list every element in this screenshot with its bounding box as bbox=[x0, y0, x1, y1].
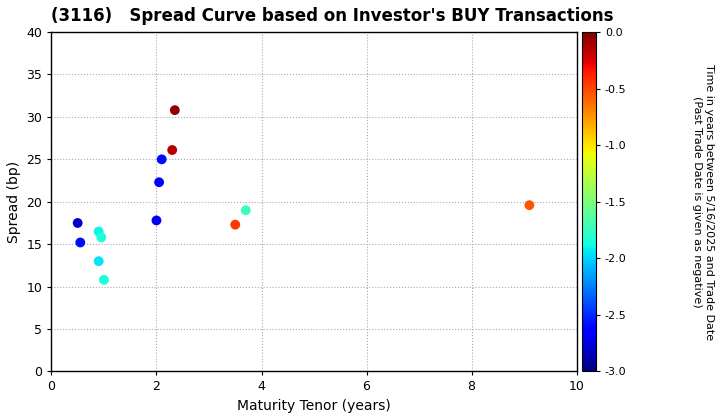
X-axis label: Maturity Tenor (years): Maturity Tenor (years) bbox=[237, 399, 391, 413]
Point bbox=[93, 228, 104, 235]
Point bbox=[150, 217, 162, 224]
Point bbox=[93, 258, 104, 265]
Point bbox=[169, 107, 181, 113]
Y-axis label: Spread (bp): Spread (bp) bbox=[7, 161, 21, 243]
Point bbox=[72, 220, 84, 226]
Point bbox=[156, 156, 168, 163]
Point bbox=[153, 179, 165, 186]
Point bbox=[166, 147, 178, 153]
Point bbox=[98, 276, 109, 283]
Text: (3116)   Spread Curve based on Investor's BUY Transactions: (3116) Spread Curve based on Investor's … bbox=[51, 7, 614, 25]
Y-axis label: Time in years between 5/16/2025 and Trade Date
(Past Trade Date is given as nega: Time in years between 5/16/2025 and Trad… bbox=[692, 64, 714, 340]
Point bbox=[230, 221, 241, 228]
Point bbox=[96, 234, 107, 241]
Point bbox=[75, 239, 86, 246]
Point bbox=[240, 207, 251, 214]
Point bbox=[523, 202, 535, 208]
